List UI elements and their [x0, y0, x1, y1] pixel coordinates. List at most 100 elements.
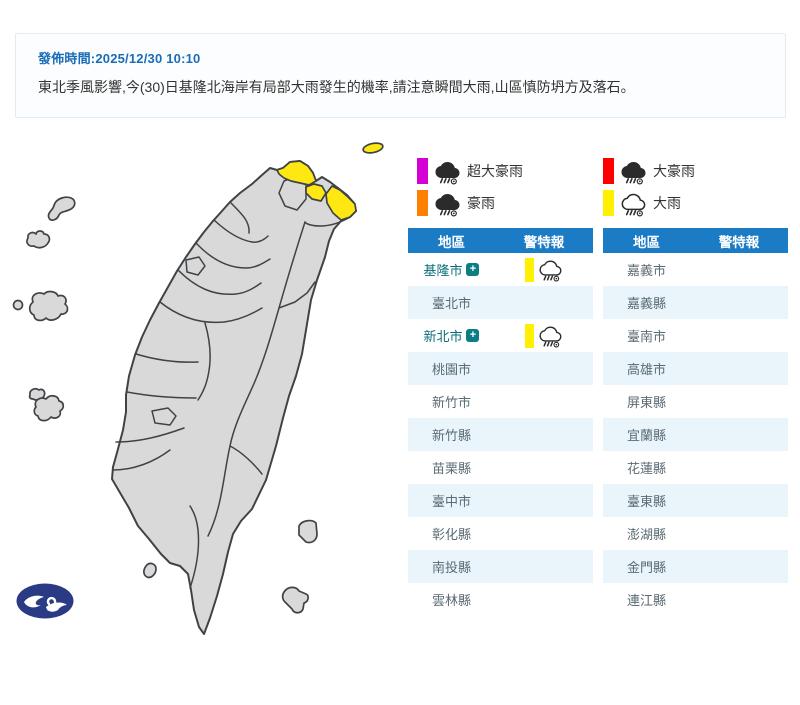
column-header-warning: 警特報 [718, 234, 760, 250]
region-name: 臺東縣 [626, 494, 666, 509]
region-name: 花蓮縣 [626, 461, 666, 476]
expand-button[interactable]: + [466, 263, 480, 276]
heavy-rain-icon [539, 260, 562, 282]
region-name: 新竹縣 [431, 428, 471, 443]
region-name: 苗栗縣 [431, 461, 471, 476]
table-row: 臺北市 [408, 286, 593, 319]
warning-region-north-coast[interactable] [276, 160, 317, 186]
region-name: 新北市 [423, 329, 463, 344]
table-row: 嘉義縣 [603, 286, 788, 319]
offshore-islands [12, 196, 318, 614]
region-name: 彰化縣 [431, 527, 471, 542]
warning-region-keelung[interactable] [305, 183, 327, 202]
warning-region-northeast-coast[interactable] [325, 185, 357, 221]
warning-table-right: 地區 警特報 嘉義市 嘉義縣 [603, 228, 788, 616]
warning-info-box: 發佈時間:2025/12/30 10:10 東北季風影響,今(30)日基隆北海岸… [15, 33, 786, 118]
warning-color-bar [525, 323, 535, 348]
logo-wave-right [46, 602, 67, 612]
table-row: 南投縣 [408, 550, 593, 583]
storm-rain-cloud-filled-icon [435, 193, 460, 216]
heavy-rain-cloud-outline-icon [621, 193, 646, 216]
region-name: 雲林縣 [431, 593, 471, 608]
table-row: 臺中市 [408, 484, 593, 517]
table-row: 宜蘭縣 [603, 418, 788, 451]
warning-description: 東北季風影響,今(30)日基隆北海岸有局部大雨發生的機率,請注意瞬間大雨,山區慎… [38, 79, 635, 95]
rain-warning-indicator [525, 257, 562, 282]
legend-item-extremely-torrential-rain: 超大豪雨 [417, 157, 523, 185]
island-penghu-main [33, 395, 65, 422]
region-name: 南投縣 [431, 560, 471, 575]
legend-item-heavy-torrential-rain: 豪雨 [417, 189, 495, 217]
island-kinmen-islet [12, 299, 24, 311]
region-name: 臺中市 [431, 494, 471, 509]
region-name: 高雄市 [626, 362, 666, 377]
table-row: 屏東縣 [603, 385, 788, 418]
taiwan-map[interactable] [0, 130, 405, 675]
region-name: 基隆市 [423, 263, 463, 278]
legend-item-torrential-rain: 大豪雨 [603, 157, 695, 185]
table-row: 基隆市 + [408, 253, 593, 286]
table-row: 臺南市 [603, 319, 788, 352]
taiwan-main-island[interactable] [111, 160, 357, 635]
region-name: 連江縣 [626, 593, 666, 608]
table-row: 桃園市 [408, 352, 593, 385]
region-name: 臺南市 [626, 329, 666, 344]
legend-color-bar [603, 190, 614, 216]
island-matsu [47, 196, 76, 221]
region-name: 新竹市 [431, 395, 471, 410]
table-header: 地區 警特報 [603, 228, 788, 253]
region-name: 屏東縣 [626, 395, 666, 410]
legend-label: 大豪雨 [653, 163, 695, 179]
table-row: 新北市 + [408, 319, 593, 352]
table-row: 澎湖縣 [603, 517, 788, 550]
island-orchid [281, 586, 310, 614]
island-north-small [26, 230, 51, 249]
table-row: 金門縣 [603, 550, 788, 583]
legend-label: 豪雨 [467, 195, 495, 211]
warning-region-islet[interactable] [362, 142, 384, 155]
table-row: 連江縣 [603, 583, 788, 616]
logo-wave-left [24, 595, 44, 608]
column-header-region: 地區 [437, 234, 465, 250]
rain-warning-indicator [525, 323, 562, 348]
region-name: 澎湖縣 [626, 527, 666, 542]
island-kinmen [28, 290, 69, 322]
legend-color-bar [417, 190, 428, 216]
storm-rain-cloud-filled-icon [621, 161, 646, 184]
island-penghu-north [28, 387, 46, 401]
table-row: 苗栗縣 [408, 451, 593, 484]
warning-table-left: 地區 警特報 基隆市 + [408, 228, 593, 616]
region-name: 嘉義市 [626, 263, 666, 278]
cwb-logo [16, 583, 74, 619]
region-name: 宜蘭縣 [626, 428, 666, 443]
table-row: 雲林縣 [408, 583, 593, 616]
storm-rain-cloud-filled-icon [435, 161, 460, 184]
legend-label: 超大豪雨 [467, 163, 523, 179]
table-row: 臺東縣 [603, 484, 788, 517]
column-header-warning: 警特報 [523, 234, 565, 250]
warning-color-bar [525, 257, 535, 282]
region-name: 桃園市 [431, 362, 471, 377]
legend-item-heavy-rain: 大雨 [603, 189, 681, 217]
heavy-rain-icon [539, 326, 562, 348]
publish-time: 發佈時間:2025/12/30 10:10 [38, 51, 201, 66]
table-header: 地區 警特報 [408, 228, 593, 253]
legend-color-bar [417, 158, 428, 184]
table-row: 新竹市 [408, 385, 593, 418]
legend-color-bar [603, 158, 614, 184]
table-row: 高雄市 [603, 352, 788, 385]
region-name: 金門縣 [626, 560, 666, 575]
column-header-region: 地區 [632, 234, 660, 250]
table-row: 新竹縣 [408, 418, 593, 451]
island-green [298, 519, 318, 544]
table-row: 嘉義市 [603, 253, 788, 286]
expand-button[interactable]: + [466, 329, 480, 342]
table-row: 花蓮縣 [603, 451, 788, 484]
region-name: 臺北市 [431, 296, 471, 311]
county-borders [112, 175, 351, 589]
legend-label: 大雨 [653, 195, 681, 211]
warning-regions[interactable] [276, 142, 384, 221]
region-name: 嘉義縣 [626, 296, 666, 311]
island-liuqiu [143, 562, 157, 579]
table-row: 彰化縣 [408, 517, 593, 550]
